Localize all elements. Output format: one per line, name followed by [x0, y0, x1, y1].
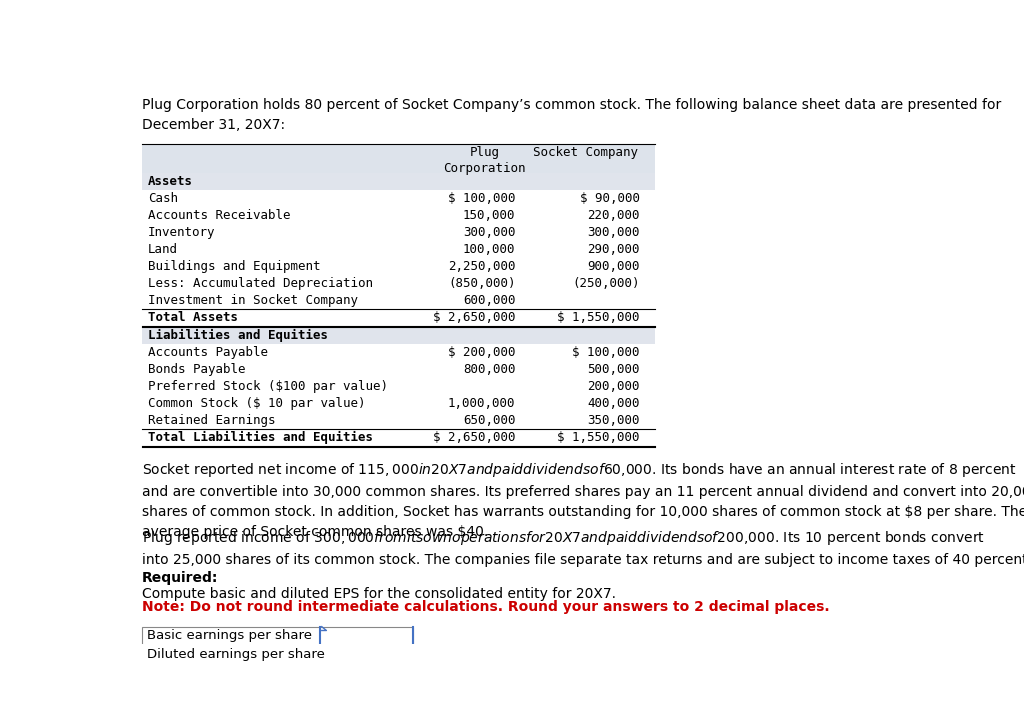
- Text: 200,000: 200,000: [587, 380, 640, 393]
- Text: Basic earnings per share: Basic earnings per share: [146, 629, 311, 642]
- Text: Accounts Payable: Accounts Payable: [148, 346, 268, 359]
- Text: $ 1,550,000: $ 1,550,000: [557, 311, 640, 324]
- Text: $ 100,000: $ 100,000: [449, 192, 515, 205]
- Bar: [142, 144, 655, 173]
- Text: 2,250,000: 2,250,000: [449, 260, 515, 273]
- Text: $ 100,000: $ 100,000: [572, 346, 640, 359]
- Text: Buildings and Equipment: Buildings and Equipment: [148, 260, 321, 273]
- Text: Socket reported net income of $115,000 in 20X7 and paid dividends of $60,000. It: Socket reported net income of $115,000 i…: [142, 461, 1024, 539]
- Text: Assets: Assets: [148, 175, 194, 188]
- Text: Land: Land: [148, 243, 178, 256]
- Bar: [142, 173, 655, 190]
- Text: Investment in Socket Company: Investment in Socket Company: [148, 294, 358, 307]
- Text: 350,000: 350,000: [587, 414, 640, 426]
- Text: 1,000,000: 1,000,000: [449, 397, 515, 410]
- Text: Required:: Required:: [142, 571, 218, 585]
- Text: Liabilities and Equities: Liabilities and Equities: [148, 329, 328, 342]
- Bar: [142, 627, 414, 664]
- Text: Plug Corporation holds 80 percent of Socket Company’s common stock. The followin: Plug Corporation holds 80 percent of Soc…: [142, 98, 1001, 132]
- Text: Cash: Cash: [148, 192, 178, 205]
- Text: $ 2,650,000: $ 2,650,000: [433, 431, 515, 444]
- Text: Socket Company: Socket Company: [532, 146, 638, 159]
- Text: 400,000: 400,000: [587, 397, 640, 410]
- Text: 220,000: 220,000: [587, 209, 640, 222]
- Text: Less: Accumulated Depreciation: Less: Accumulated Depreciation: [148, 277, 373, 290]
- Text: Compute basic and diluted EPS for the consolidated entity for 20X7.: Compute basic and diluted EPS for the co…: [142, 586, 616, 601]
- Text: (250,000): (250,000): [572, 277, 640, 290]
- Text: Preferred Stock ($100 par value): Preferred Stock ($100 par value): [148, 380, 388, 393]
- Text: $ 1,550,000: $ 1,550,000: [557, 431, 640, 444]
- Text: 150,000: 150,000: [463, 209, 515, 222]
- Text: Inventory: Inventory: [148, 226, 216, 239]
- Text: Plug reported income of $300,000 from its own operations for 20X7 and paid divid: Plug reported income of $300,000 from it…: [142, 529, 1024, 567]
- Text: Plug
Corporation: Plug Corporation: [443, 146, 525, 175]
- Text: 300,000: 300,000: [463, 226, 515, 239]
- Text: 650,000: 650,000: [463, 414, 515, 426]
- Text: Retained Earnings: Retained Earnings: [148, 414, 275, 426]
- Text: $ 2,650,000: $ 2,650,000: [433, 311, 515, 324]
- Text: Accounts Receivable: Accounts Receivable: [148, 209, 291, 222]
- Bar: [142, 327, 655, 344]
- Text: 300,000: 300,000: [587, 226, 640, 239]
- Text: $ 200,000: $ 200,000: [449, 346, 515, 359]
- Text: 800,000: 800,000: [463, 363, 515, 376]
- Text: 290,000: 290,000: [587, 243, 640, 256]
- Text: Total Assets: Total Assets: [148, 311, 239, 324]
- Text: 500,000: 500,000: [587, 363, 640, 376]
- Text: Diluted earnings per share: Diluted earnings per share: [146, 648, 325, 661]
- Text: Bonds Payable: Bonds Payable: [148, 363, 246, 376]
- Text: 900,000: 900,000: [587, 260, 640, 273]
- Text: 100,000: 100,000: [463, 243, 515, 256]
- Text: Total Liabilities and Equities: Total Liabilities and Equities: [148, 431, 373, 444]
- Text: Common Stock ($ 10 par value): Common Stock ($ 10 par value): [148, 397, 366, 410]
- Text: Note: Do not round intermediate calculations. Round your answers to 2 decimal pl: Note: Do not round intermediate calculat…: [142, 600, 829, 615]
- Text: $ 90,000: $ 90,000: [580, 192, 640, 205]
- Text: 600,000: 600,000: [463, 294, 515, 307]
- Text: (850,000): (850,000): [449, 277, 515, 290]
